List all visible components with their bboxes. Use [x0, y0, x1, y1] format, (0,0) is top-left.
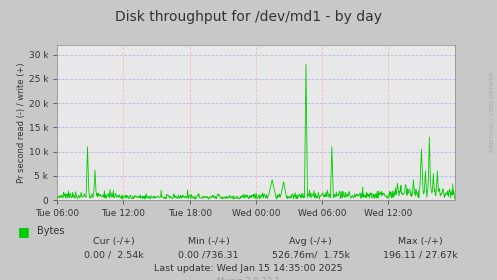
Text: Avg (-/+): Avg (-/+): [289, 237, 332, 246]
Text: 526.76m/  1.75k: 526.76m/ 1.75k: [272, 251, 349, 260]
Text: Munin 2.0.33-1: Munin 2.0.33-1: [217, 277, 280, 280]
Text: Bytes: Bytes: [37, 226, 65, 236]
Text: Cur (-/+): Cur (-/+): [93, 237, 135, 246]
Text: Disk throughput for /dev/md1 - by day: Disk throughput for /dev/md1 - by day: [115, 10, 382, 24]
Text: 0.00 /  2.54k: 0.00 / 2.54k: [84, 251, 144, 260]
Text: Min (-/+): Min (-/+): [188, 237, 230, 246]
Text: 196.11 / 27.67k: 196.11 / 27.67k: [383, 251, 457, 260]
Text: Last update: Wed Jan 15 14:35:00 2025: Last update: Wed Jan 15 14:35:00 2025: [154, 264, 343, 273]
Y-axis label: Pr second read (-) / write (+): Pr second read (-) / write (+): [17, 62, 26, 183]
Text: RRDTOOL / TOBI OETIKER: RRDTOOL / TOBI OETIKER: [490, 72, 495, 152]
Text: ■: ■: [17, 225, 29, 238]
Text: 0.00 /736.31: 0.00 /736.31: [178, 251, 239, 260]
Text: Max (-/+): Max (-/+): [398, 237, 442, 246]
